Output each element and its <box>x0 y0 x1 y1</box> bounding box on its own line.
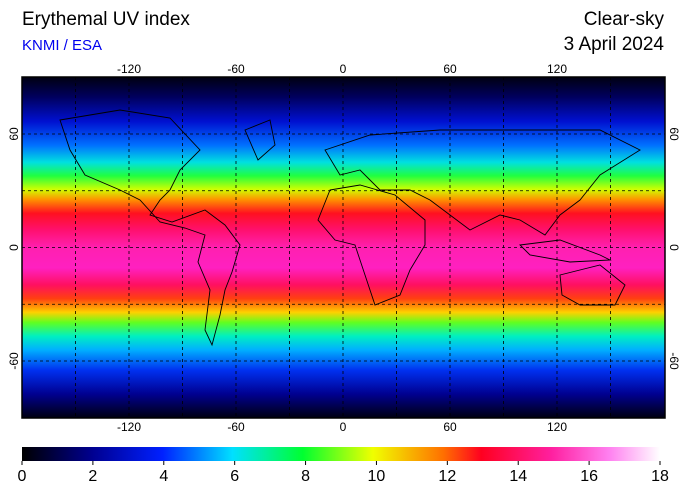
title: Erythemal UV index <box>22 9 190 30</box>
lon-label-top: 0 <box>340 62 347 76</box>
colorbar-label: 12 <box>438 468 456 485</box>
lat-label-left: 0 <box>7 244 21 251</box>
coastlines <box>59 109 641 347</box>
lon-label-top: 120 <box>547 62 567 76</box>
map-frame <box>21 76 666 419</box>
colorbar-label: 16 <box>580 468 598 485</box>
graticule <box>22 77 665 418</box>
source: KNMI / ESA <box>22 37 102 54</box>
colorbar-label: 8 <box>301 468 310 485</box>
colorbar-label: 6 <box>230 468 239 485</box>
lon-label-bottom: 0 <box>340 420 347 434</box>
lat-label-right: 60 <box>667 127 681 141</box>
colorbar-label: 4 <box>159 468 168 485</box>
colorbar-label: 14 <box>509 468 527 485</box>
condition: Clear-sky <box>584 9 665 30</box>
lon-label-top: -60 <box>227 62 245 76</box>
lat-label-left: -60 <box>7 352 21 370</box>
lat-label-right: -60 <box>667 352 681 370</box>
date: 3 April 2024 <box>564 34 665 55</box>
lon-label-bottom: -120 <box>117 420 141 434</box>
lon-label-bottom: 60 <box>443 420 457 434</box>
lon-label-top: -120 <box>117 62 141 76</box>
colorbar <box>22 447 660 461</box>
lat-label-right: 0 <box>667 244 681 251</box>
colorbar-label: 2 <box>88 468 97 485</box>
lon-label-bottom: 120 <box>547 420 567 434</box>
lon-label-top: 60 <box>443 62 457 76</box>
lon-label-bottom: -60 <box>227 420 245 434</box>
colorbar-label: 0 <box>18 468 27 485</box>
colorbar-label: 18 <box>651 468 669 485</box>
lat-label-left: 60 <box>7 127 21 141</box>
colorbar-label: 10 <box>368 468 386 485</box>
